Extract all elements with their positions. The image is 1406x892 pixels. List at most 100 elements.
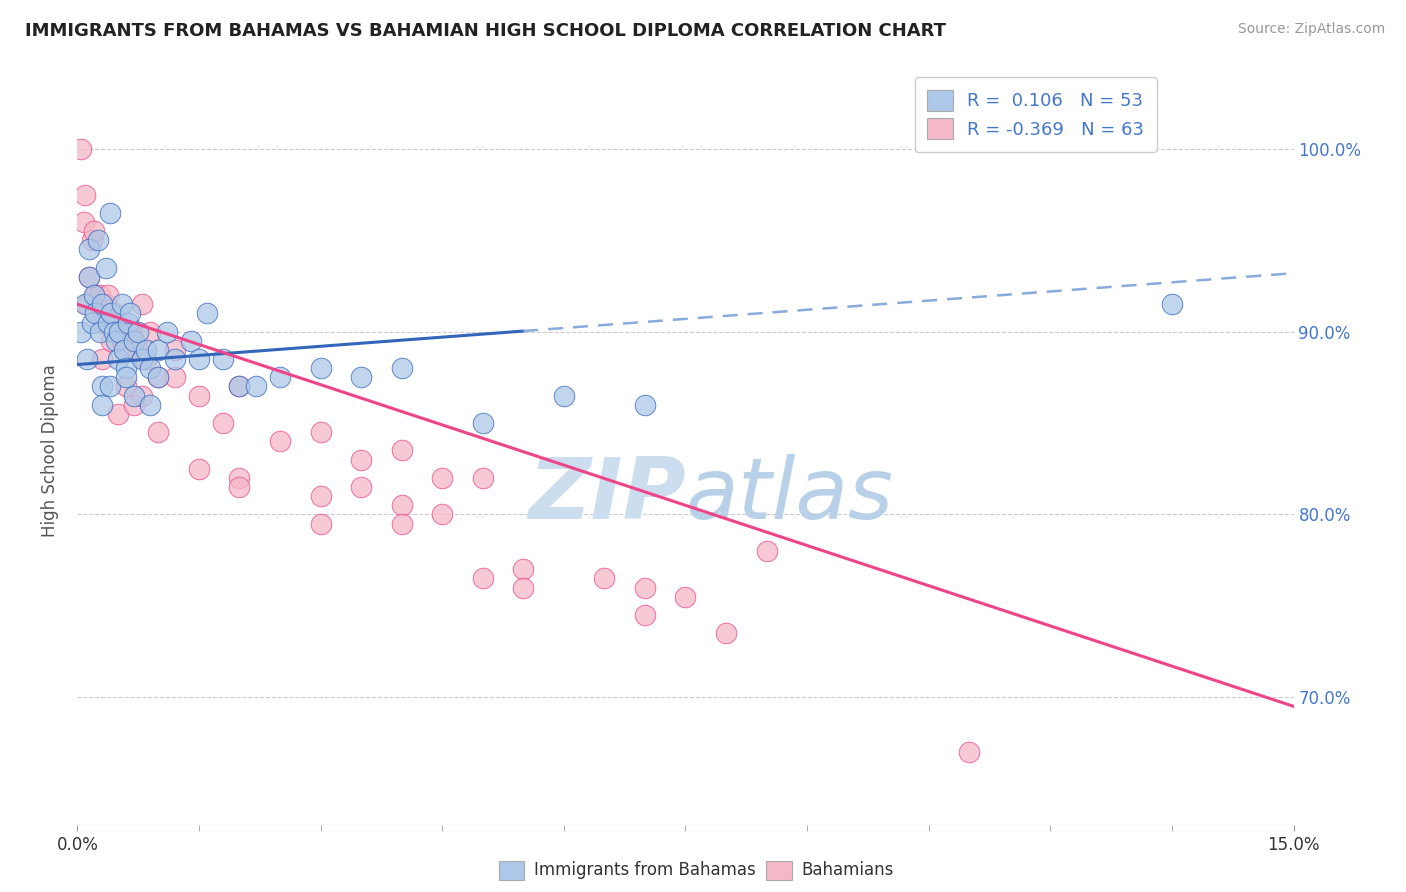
Point	[228, 471, 250, 485]
Point	[127, 343, 149, 357]
Point	[80, 233, 103, 247]
Point	[89, 288, 111, 302]
Point	[97, 316, 120, 330]
Point	[188, 352, 211, 367]
Point	[91, 316, 114, 330]
Point	[103, 325, 125, 339]
Point	[430, 508, 453, 522]
Text: atlas: atlas	[686, 454, 893, 537]
Point	[75, 297, 97, 311]
Point	[122, 389, 145, 403]
Point	[103, 306, 125, 320]
Point	[163, 352, 186, 367]
Point	[105, 334, 128, 348]
Point	[84, 306, 107, 320]
Point	[148, 370, 170, 384]
Text: ZIP: ZIP	[527, 454, 686, 537]
Point	[122, 398, 145, 412]
Point	[90, 398, 112, 412]
Point	[97, 288, 120, 302]
Point	[94, 260, 117, 275]
Point	[115, 361, 138, 376]
Point	[111, 297, 134, 311]
Point	[634, 398, 657, 412]
Point	[309, 361, 332, 376]
Point	[593, 571, 616, 585]
Point	[76, 297, 98, 311]
Point	[634, 607, 657, 622]
Point	[127, 325, 149, 339]
Point	[131, 297, 153, 311]
Point	[111, 334, 134, 348]
Point	[83, 224, 105, 238]
Point	[83, 288, 105, 302]
Point	[73, 215, 96, 229]
Point	[90, 306, 112, 320]
Point	[75, 187, 97, 202]
Point	[139, 325, 162, 339]
Point	[70, 142, 93, 156]
Point	[98, 379, 121, 393]
Point	[245, 379, 267, 393]
Point	[90, 379, 112, 393]
Point	[148, 343, 170, 357]
Point	[118, 306, 141, 320]
Point	[117, 316, 139, 330]
Point	[112, 343, 135, 357]
Point	[107, 325, 129, 339]
Point	[163, 370, 186, 384]
Point	[107, 352, 129, 367]
Point	[309, 489, 332, 503]
Point	[755, 544, 778, 558]
Point	[553, 389, 575, 403]
Point	[228, 379, 250, 393]
Point	[309, 425, 332, 440]
Point	[1161, 297, 1184, 311]
Point	[122, 334, 145, 348]
Point	[391, 498, 413, 512]
Point	[139, 398, 162, 412]
Point	[108, 325, 131, 339]
Point	[131, 352, 153, 367]
Point	[98, 206, 121, 220]
Point	[634, 581, 657, 595]
Point	[131, 389, 153, 403]
Point	[350, 370, 373, 384]
Point	[957, 745, 980, 759]
Point	[430, 471, 453, 485]
Point	[309, 516, 332, 531]
Point	[115, 343, 138, 357]
Point	[94, 297, 117, 311]
Point	[269, 370, 291, 384]
Point	[100, 334, 122, 348]
Point	[90, 297, 112, 311]
Text: IMMIGRANTS FROM BAHAMAS VS BAHAMIAN HIGH SCHOOL DIPLOMA CORRELATION CHART: IMMIGRANTS FROM BAHAMAS VS BAHAMIAN HIGH…	[25, 22, 946, 40]
Point	[98, 316, 121, 330]
Point	[135, 343, 157, 357]
Point	[714, 626, 737, 640]
Y-axis label: High School Diploma: High School Diploma	[41, 364, 59, 537]
Point	[148, 370, 170, 384]
Point	[471, 471, 494, 485]
Point	[163, 343, 186, 357]
Point	[391, 361, 413, 376]
Point	[76, 352, 98, 367]
Point	[155, 325, 177, 339]
Point	[115, 370, 138, 384]
Point	[180, 334, 202, 348]
Point	[350, 452, 373, 467]
Point	[79, 269, 101, 284]
Point	[135, 352, 157, 367]
Text: Immigrants from Bahamas: Immigrants from Bahamas	[534, 861, 756, 879]
Point	[84, 288, 107, 302]
Point	[675, 590, 697, 604]
Point	[269, 434, 291, 449]
Point	[228, 480, 250, 494]
Point	[471, 416, 494, 430]
Point	[90, 352, 112, 367]
Point	[228, 379, 250, 393]
Text: Bahamians: Bahamians	[801, 861, 894, 879]
Point	[512, 581, 534, 595]
Point	[80, 316, 103, 330]
Point	[391, 516, 413, 531]
